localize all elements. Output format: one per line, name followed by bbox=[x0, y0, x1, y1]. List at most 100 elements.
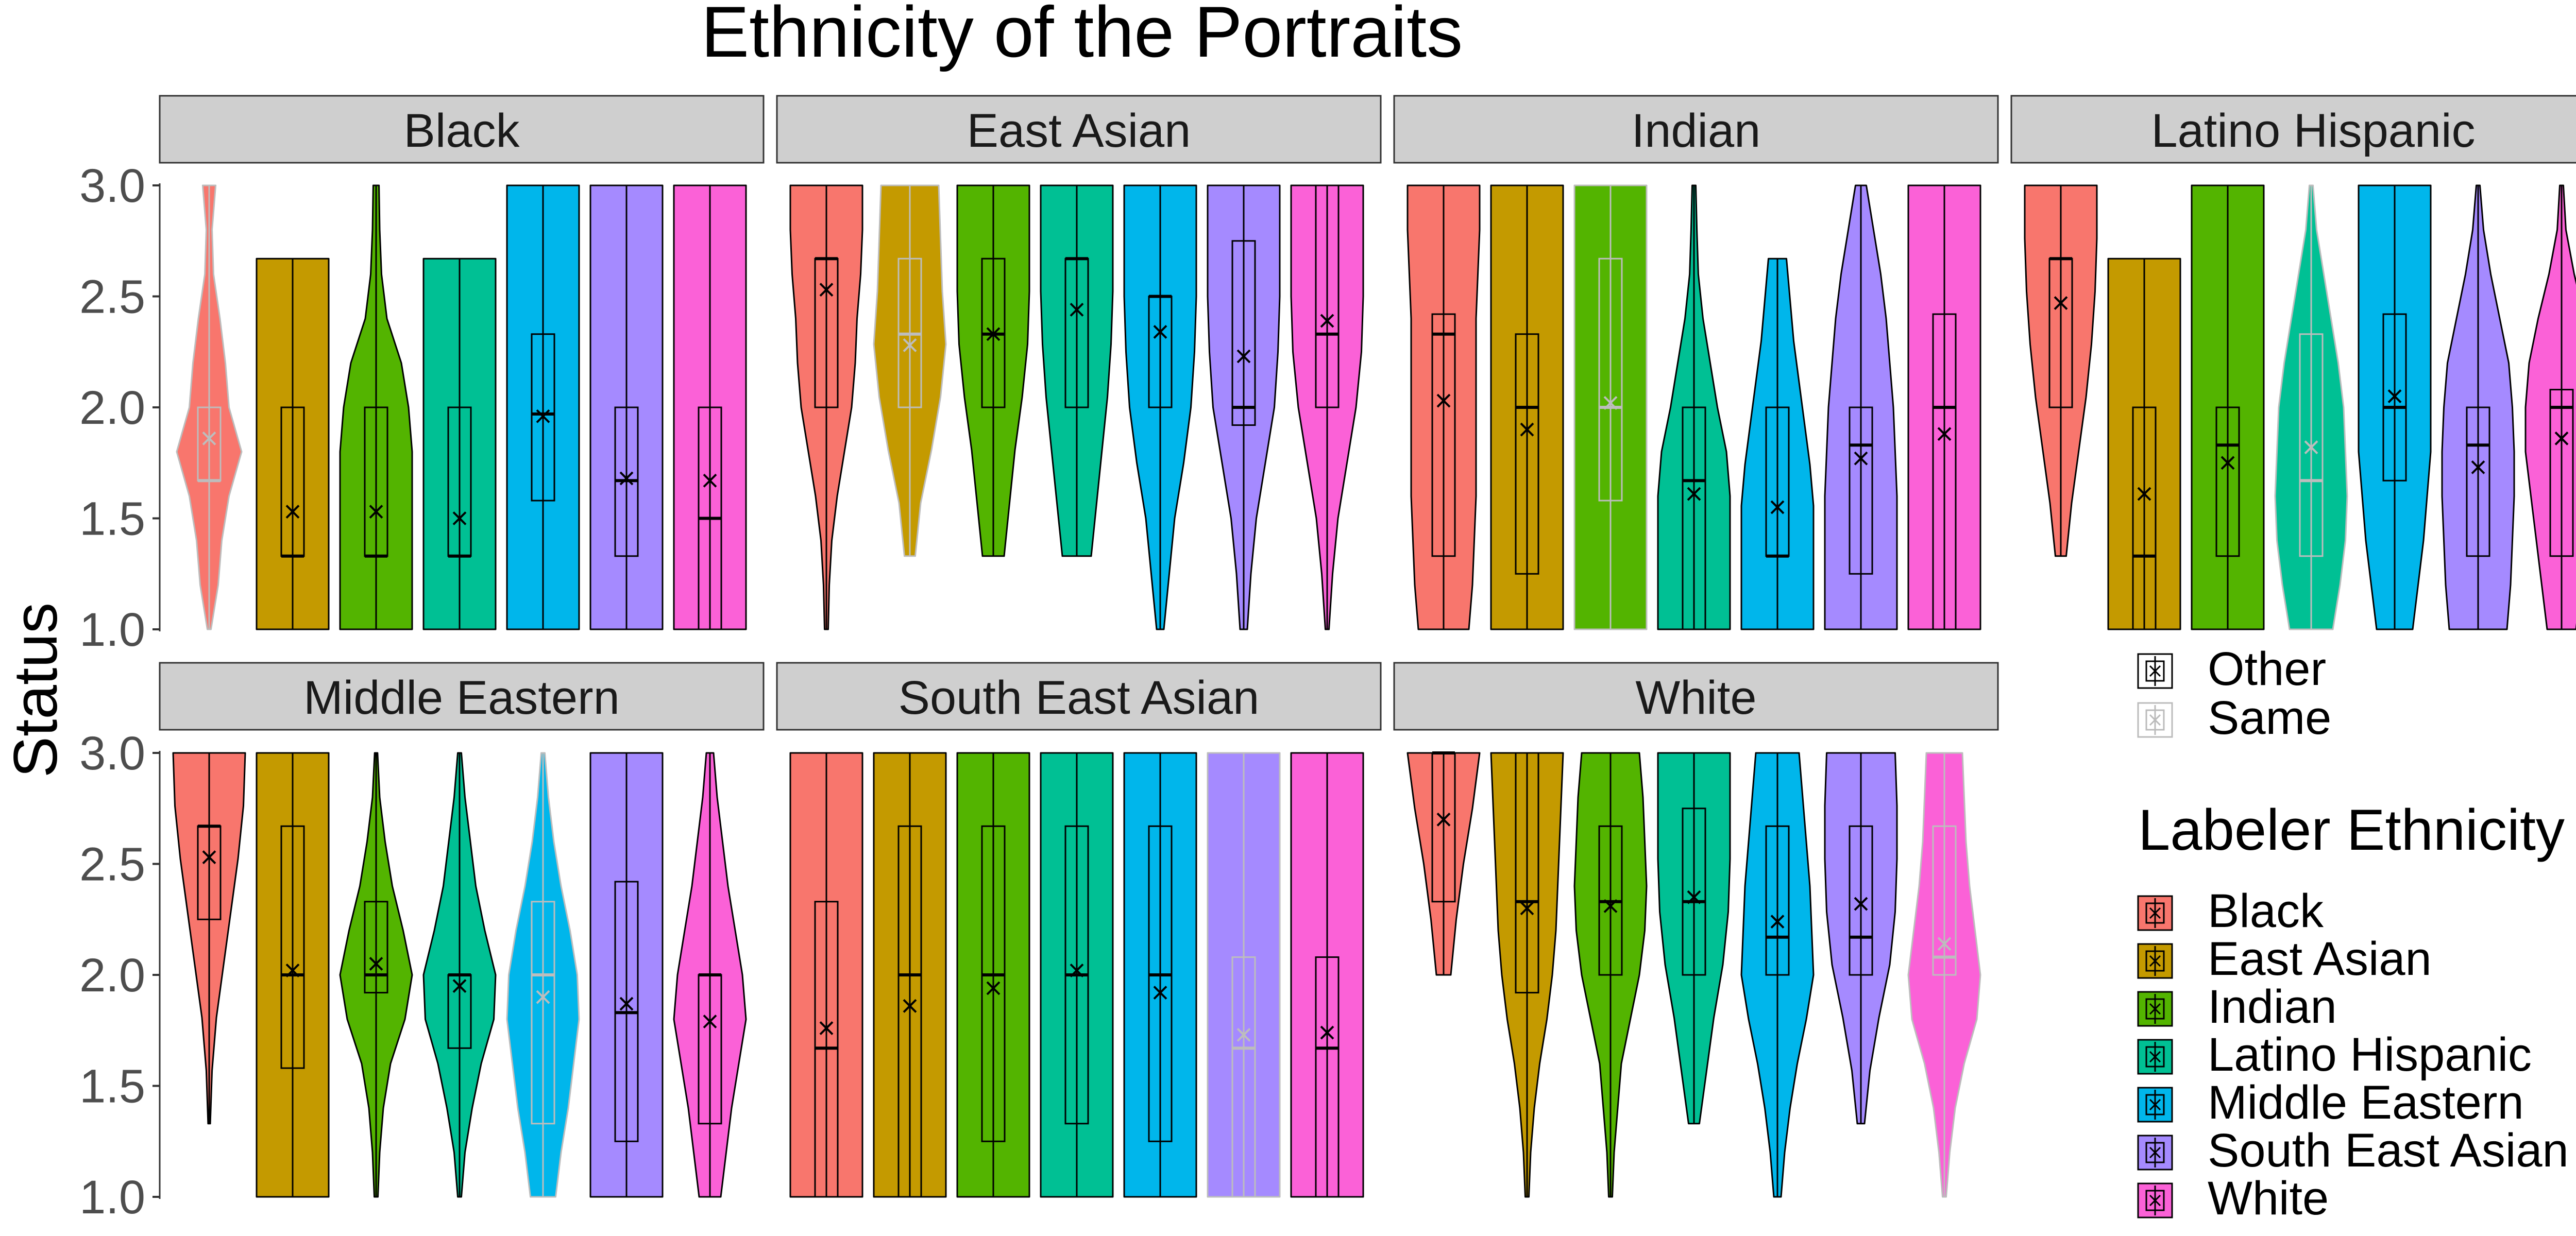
legend-type-key-other bbox=[2137, 653, 2173, 689]
mean-marker bbox=[1854, 451, 1868, 466]
iqr-box bbox=[280, 825, 305, 1069]
mean-marker bbox=[1770, 500, 1785, 514]
chart-title: Ethnicity of the Portraits bbox=[701, 0, 1463, 72]
mean-marker bbox=[536, 990, 550, 1004]
mean-marker bbox=[703, 1015, 717, 1028]
mean-marker bbox=[619, 471, 634, 486]
iqr-box bbox=[1231, 956, 1256, 1198]
iqr-box bbox=[1515, 333, 1539, 575]
mean-marker bbox=[2304, 440, 2318, 454]
mean-marker bbox=[285, 505, 300, 519]
mean-marker bbox=[819, 1021, 834, 1035]
violin-group-indian bbox=[956, 184, 1030, 557]
legend-type-key-same bbox=[2137, 702, 2173, 738]
strip-label-east-asian: East Asian bbox=[967, 105, 1191, 157]
iqr-box bbox=[1431, 313, 1456, 557]
legend-key-indian bbox=[2137, 991, 2173, 1027]
legend-label-indian: Indian bbox=[2208, 981, 2337, 1033]
y-tick-label: 3.0 bbox=[79, 160, 145, 212]
legend-key-mean bbox=[2149, 1098, 2161, 1111]
iqr-box bbox=[1515, 752, 1539, 993]
legend-key-iqr bbox=[2145, 1094, 2165, 1115]
legend-key-mean bbox=[2149, 1194, 2161, 1207]
legend-key-south-east-asian bbox=[2137, 1135, 2173, 1171]
y-tick-label: 1.5 bbox=[79, 1060, 145, 1113]
strip-label-black: Black bbox=[404, 105, 520, 157]
iqr-box bbox=[2215, 406, 2240, 557]
legend-key-mean bbox=[2149, 1146, 2161, 1159]
legend-label-black: Black bbox=[2208, 885, 2324, 937]
mean-marker bbox=[1320, 314, 1334, 328]
violin-group-latino-hispanic bbox=[2274, 184, 2348, 630]
y-tick-label: 2.5 bbox=[79, 271, 145, 323]
mean-marker bbox=[1153, 986, 1167, 1000]
iqr-box bbox=[1682, 808, 1706, 976]
mean-marker bbox=[452, 979, 467, 993]
legend-key-iqr bbox=[2145, 660, 2165, 682]
violin-group-indian bbox=[1573, 752, 1648, 1198]
violin-group-latino-hispanic bbox=[1040, 184, 1114, 557]
panel-latino-hispanic: Latino Hispanic bbox=[2010, 95, 2576, 630]
violin-group-middle-eastern bbox=[506, 752, 580, 1198]
mean-marker bbox=[703, 473, 717, 488]
violin-group-south-east-asian bbox=[1824, 752, 1898, 1125]
mean-marker bbox=[285, 963, 300, 977]
violin-group-black bbox=[1406, 751, 1481, 976]
legend-label-white: White bbox=[2208, 1172, 2329, 1225]
iqr-box bbox=[1765, 825, 1790, 976]
iqr-box bbox=[1849, 406, 1873, 575]
legend-label-east-asian: East Asian bbox=[2208, 933, 2432, 985]
panel-east-asian: East Asian bbox=[776, 95, 1382, 630]
y-axis-label: Status bbox=[1, 603, 70, 778]
violin-group-white bbox=[1907, 184, 1981, 630]
legend-key-iqr bbox=[2145, 950, 2165, 972]
mean-marker bbox=[1236, 349, 1251, 364]
strip-label-latino-hispanic: Latino Hispanic bbox=[2151, 105, 2475, 157]
violin-group-white bbox=[1290, 752, 1364, 1198]
iqr-box bbox=[2466, 406, 2490, 557]
legend-key-iqr bbox=[2145, 998, 2165, 1020]
iqr-box bbox=[1932, 313, 1957, 630]
violin-group-white bbox=[1290, 184, 1364, 630]
strip-east-asian bbox=[776, 95, 1382, 164]
panel-middle-eastern: Middle Eastern 1.0 1.5 2.0 2.5 3.0 bbox=[79, 662, 765, 1224]
legend-title: Labeler Ethnicity bbox=[2138, 798, 2565, 862]
mean-marker bbox=[1236, 1027, 1251, 1042]
mean-marker bbox=[1070, 963, 1084, 977]
iqr-box bbox=[1682, 406, 1706, 630]
violin-group-latino-hispanic bbox=[422, 752, 497, 1198]
violin-group-middle-eastern bbox=[1740, 258, 1815, 630]
legend-key-mean bbox=[2149, 955, 2161, 967]
mean-marker bbox=[903, 999, 917, 1013]
iqr-box bbox=[897, 825, 922, 1198]
iqr-box bbox=[981, 825, 1006, 1142]
violin-group-middle-eastern bbox=[1740, 752, 1815, 1198]
mean-marker bbox=[819, 283, 834, 297]
violin-group-black bbox=[789, 752, 863, 1198]
mean-marker bbox=[2054, 296, 2068, 310]
legend-key-mean bbox=[2149, 1051, 2161, 1063]
legend-key-mean bbox=[2149, 714, 2161, 726]
legend-key-iqr bbox=[2145, 1190, 2165, 1211]
iqr-box bbox=[364, 901, 388, 993]
legend-key-mean bbox=[2149, 665, 2161, 677]
violin-group-white bbox=[673, 752, 747, 1198]
violin-group-east-asian bbox=[1490, 184, 1564, 630]
violin-group-east-asian bbox=[256, 752, 330, 1198]
legend-key-white bbox=[2137, 1182, 2173, 1218]
violin-group-middle-eastern bbox=[2358, 184, 2432, 630]
violin-group-middle-eastern bbox=[506, 184, 580, 630]
mean-marker bbox=[1153, 325, 1167, 339]
iqr-box bbox=[2549, 389, 2574, 557]
strip-label-indian: Indian bbox=[1632, 105, 1761, 157]
panel-indian: Indian bbox=[1393, 95, 1999, 630]
violin-group-middle-eastern bbox=[1123, 184, 1197, 630]
legend-key-iqr bbox=[2145, 1142, 2165, 1163]
y-tick-label: 1.0 bbox=[79, 1171, 145, 1224]
mean-marker bbox=[536, 409, 550, 423]
mean-marker bbox=[1937, 937, 1952, 951]
iqr-box bbox=[1231, 240, 1256, 426]
strip-black bbox=[159, 95, 765, 164]
